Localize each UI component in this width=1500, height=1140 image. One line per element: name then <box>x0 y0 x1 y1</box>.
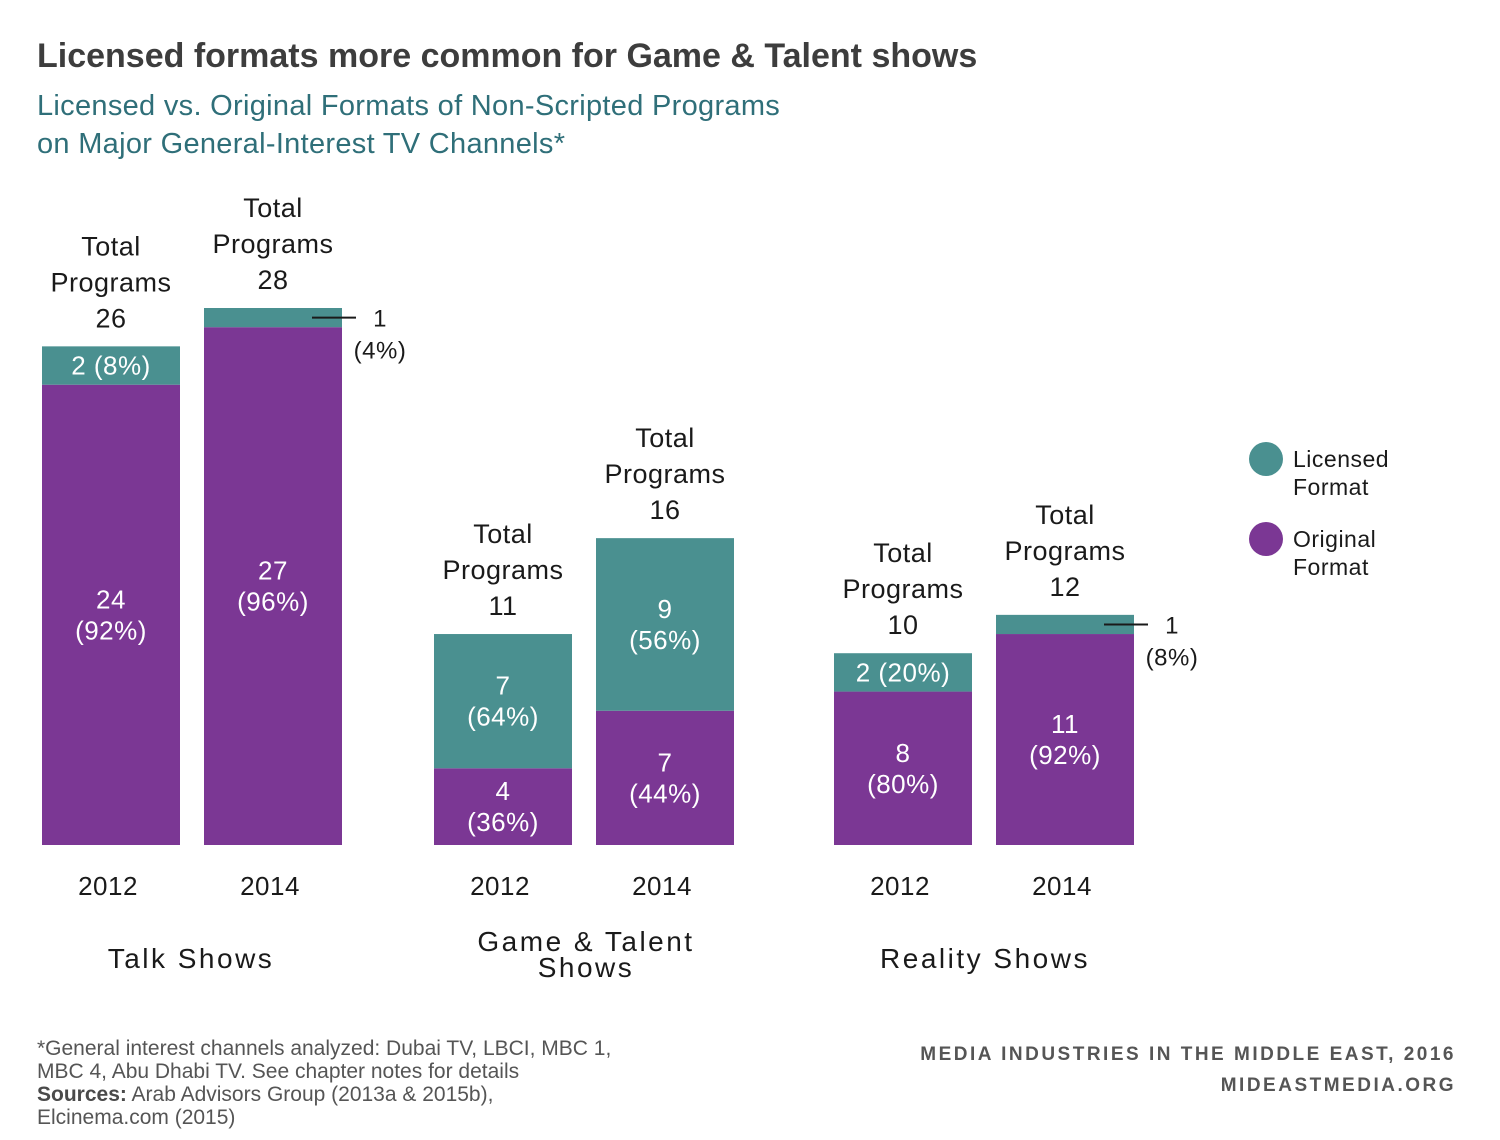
original-value-label-1: 11 <box>1051 709 1079 739</box>
chart-subtitle-line-1: Licensed vs. Original Formats of Non-Scr… <box>37 90 780 122</box>
total-label-1: Total <box>873 538 933 568</box>
total-label-3: 16 <box>649 495 680 525</box>
bar-segment-licensed <box>834 653 972 692</box>
category-label-1: Game & Talent <box>477 926 694 957</box>
total-label-3: 12 <box>1049 572 1080 602</box>
bar-segment-licensed <box>596 538 734 711</box>
legend-swatch-original <box>1249 522 1283 556</box>
original-value-label-1: 7 <box>658 747 673 777</box>
category-label-1: Talk Shows <box>108 943 275 974</box>
licensed-callout-value: 1 <box>373 306 387 333</box>
bar-segment-original <box>996 634 1134 845</box>
chart-title: Licensed formats more common for Game & … <box>37 37 977 75</box>
total-label-2: Programs <box>604 459 725 489</box>
licensed-callout-value: 1 <box>1165 612 1179 639</box>
bar-segment-original <box>596 710 734 845</box>
total-label-2: Programs <box>1004 536 1125 566</box>
bar-segment-original <box>834 691 972 845</box>
credit-publication: MEDIA INDUSTRIES IN THE MIDDLE EAST, 201… <box>920 1044 1456 1065</box>
category-label-1: Reality Shows <box>880 943 1090 974</box>
licensed-value-label-1: 2 (20%) <box>856 657 951 687</box>
sources-line-2: Elcinema.com (2015) <box>37 1106 235 1129</box>
original-value-label-2: (92%) <box>1029 740 1101 770</box>
footnote: *General interest channels analyzed: Dub… <box>37 1037 611 1129</box>
legend-label-licensed-2: Format <box>1293 474 1369 500</box>
legend-swatch-licensed <box>1249 442 1283 476</box>
licensed-value-label-2: (64%) <box>467 702 539 732</box>
bar-group-1: 24(92%) 2 (8%) Total Programs 26 2012 27(96%) 1… <box>42 193 406 974</box>
total-label-2: Programs <box>212 229 333 259</box>
licensed-callout-percent: (4%) <box>354 338 407 365</box>
x-tick-label: 2012 <box>470 871 530 901</box>
sources-text-1: Arab Advisors Group (2013a & 2015b), <box>127 1083 494 1106</box>
total-label-3: 11 <box>488 591 517 621</box>
sources-label: Sources: <box>37 1083 127 1106</box>
total-label-1: Total <box>1035 500 1095 530</box>
original-value-label-1: 4 <box>496 776 511 806</box>
licensed-value-label-1: 9 <box>658 594 673 624</box>
footnote-line-2: MBC 4, Abu Dhabi TV. See chapter notes f… <box>37 1060 519 1083</box>
total-label-3: 10 <box>887 610 918 640</box>
bar-segment-original <box>434 768 572 845</box>
bar-segment-licensed <box>204 308 342 328</box>
x-tick-label: 2012 <box>78 871 138 901</box>
total-label-1: Total <box>473 519 533 549</box>
credit-website: MIDEASTMEDIA.ORG <box>1221 1075 1456 1096</box>
total-label-2: Programs <box>842 574 963 604</box>
original-value-label-2: (80%) <box>867 769 939 799</box>
legend-label-original-1: Original <box>1293 526 1376 552</box>
bar-segment-licensed <box>996 614 1134 635</box>
legend-label-licensed-1: Licensed <box>1293 446 1389 472</box>
total-label-3: 28 <box>257 265 288 295</box>
x-tick-label: 2014 <box>240 871 300 901</box>
total-label-1: Total <box>81 231 141 261</box>
category-label-2: Shows <box>538 952 635 983</box>
total-label-1: Total <box>243 193 303 223</box>
bar-segment-original <box>204 327 342 845</box>
x-tick-label: 2014 <box>1032 871 1092 901</box>
x-tick-label: 2012 <box>870 871 930 901</box>
bar-segment-licensed <box>42 346 180 385</box>
licensed-callout-percent: (8%) <box>1146 644 1199 671</box>
original-value-label-1: 27 <box>258 556 288 586</box>
bar-group-3: 8(80%) 2 (20%) Total Programs 10 2012 11(92%) 1… <box>834 500 1198 974</box>
licensed-value-label-2: (56%) <box>629 625 701 655</box>
footnote-line-1: *General interest channels analyzed: Dub… <box>37 1037 611 1060</box>
chart-subtitle-line-2: on Major General-Interest TV Channels* <box>37 128 565 160</box>
total-label-1: Total <box>635 423 695 453</box>
legend-label-original-2: Format <box>1293 554 1369 580</box>
original-value-label-2: (92%) <box>75 615 147 645</box>
original-value-label-1: 24 <box>96 584 126 614</box>
bar-segment-original <box>42 384 180 845</box>
total-label-3: 26 <box>95 303 126 333</box>
original-value-label-1: 8 <box>896 738 911 768</box>
original-value-label-2: (96%) <box>237 587 309 617</box>
licensed-value-label-1: 2 (8%) <box>71 351 151 381</box>
total-label-2: Programs <box>50 267 171 297</box>
original-value-label-2: (36%) <box>467 807 539 837</box>
x-tick-label: 2014 <box>632 871 692 901</box>
bar-group-2: 4(36%)7(64%)TotalPrograms1120127(44%)9(5… <box>434 423 734 983</box>
original-value-label-2: (44%) <box>629 778 701 808</box>
licensed-value-label-1: 7 <box>496 671 511 701</box>
total-label-2: Programs <box>442 555 563 585</box>
bars-layer: 24(92%)2 (8%)TotalPrograms26201227(96%)1… <box>42 193 1198 983</box>
sources-line-1: Sources: Arab Advisors Group (2013a & 20… <box>37 1083 493 1106</box>
bar-segment-licensed <box>434 634 572 769</box>
